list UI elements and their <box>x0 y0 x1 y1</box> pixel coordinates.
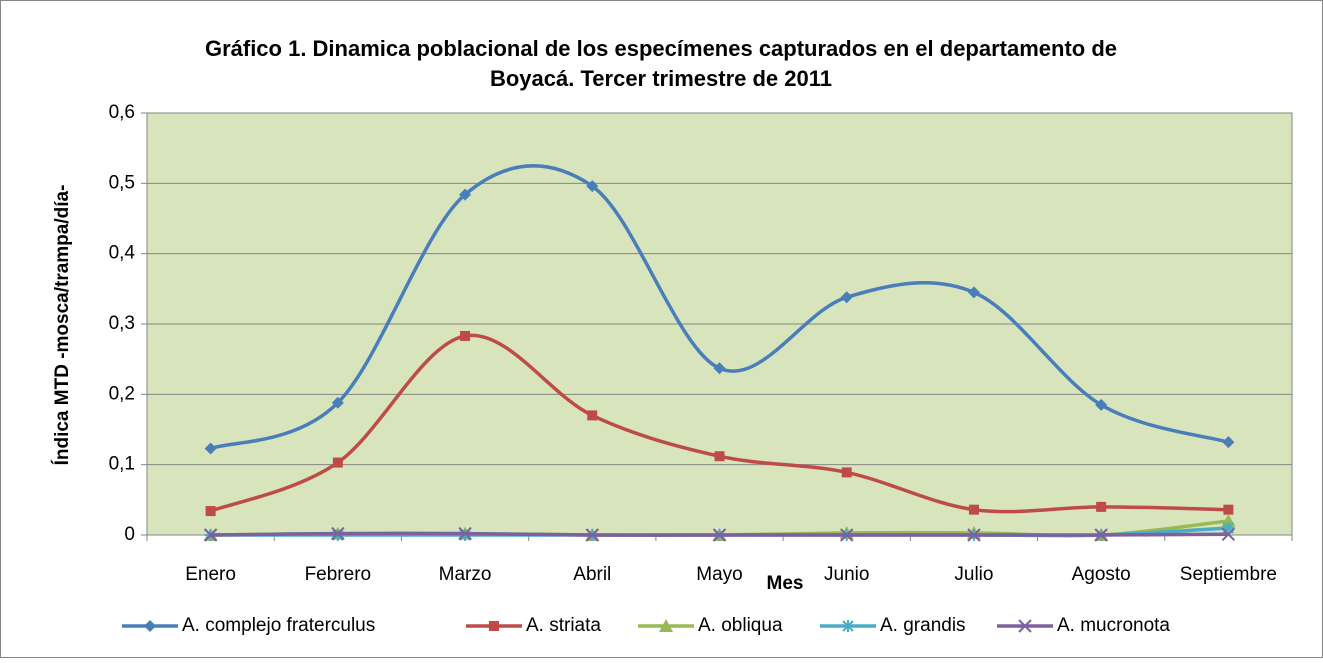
marker <box>331 396 344 409</box>
x-tick-label: Agosto <box>1072 564 1131 585</box>
marker <box>967 286 980 299</box>
marker <box>1223 504 1234 515</box>
chart-title: Boyacá. Tercer trimestre de 2011 <box>490 66 832 91</box>
x-tick-label: Marzo <box>439 564 492 585</box>
marker <box>459 188 472 201</box>
legend-marker <box>842 620 854 632</box>
marker <box>460 330 471 341</box>
marker <box>1095 398 1108 411</box>
x-tick-label: Julio <box>954 564 993 585</box>
y-tick-label: 0,1 <box>109 454 135 475</box>
marker <box>713 362 726 375</box>
y-tick-label: 0,4 <box>109 243 136 264</box>
legend-label: A. grandis <box>880 615 966 636</box>
marker <box>967 528 981 542</box>
marker <box>331 526 345 541</box>
y-axis-label: Índica MTD -mosca/trampa/día- <box>51 185 73 466</box>
marker <box>840 291 853 304</box>
marker <box>968 504 979 515</box>
marker <box>332 457 343 468</box>
marker <box>587 410 598 421</box>
series-line <box>209 333 1229 514</box>
marker <box>458 526 472 541</box>
legend-label: A. obliqua <box>698 615 783 636</box>
marker <box>1222 436 1235 449</box>
legend-marker <box>489 621 499 631</box>
chart-title: Gráfico 1. Dinamica poblacional de los e… <box>205 36 1117 61</box>
marker <box>714 451 725 462</box>
marker <box>586 180 599 193</box>
marker <box>1094 528 1108 542</box>
x-tick-label: Mayo <box>696 564 742 585</box>
marker <box>203 528 218 542</box>
legend-marker <box>659 619 673 632</box>
marker <box>1221 527 1236 542</box>
marker <box>1096 501 1107 512</box>
x-tick-label: Septiembre <box>1180 564 1277 585</box>
x-axis-label: Mes <box>767 573 804 594</box>
x-tick-label: Enero <box>185 564 236 585</box>
marker <box>204 442 217 455</box>
x-tick-label: Abril <box>573 564 611 585</box>
legend-marker <box>144 620 156 632</box>
y-tick-label: 0,6 <box>109 102 135 123</box>
legend-label: A. mucronota <box>1057 615 1170 636</box>
marker <box>205 506 216 517</box>
marker <box>585 528 599 542</box>
marker <box>712 528 727 542</box>
series-line <box>210 164 1229 451</box>
legend-label: A. striata <box>526 615 601 636</box>
y-tick-label: 0,3 <box>109 313 135 334</box>
y-tick-label: 0,5 <box>109 172 135 193</box>
y-tick-label: 0 <box>124 524 135 545</box>
legend-marker <box>1018 619 1032 633</box>
marker <box>1222 521 1235 534</box>
legend-label: A. complejo fraterculus <box>182 615 375 636</box>
x-tick-label: Junio <box>824 564 869 585</box>
marker <box>840 528 854 542</box>
x-tick-label: Febrero <box>305 564 372 585</box>
y-tick-label: 0,2 <box>109 383 135 404</box>
marker <box>841 467 852 478</box>
